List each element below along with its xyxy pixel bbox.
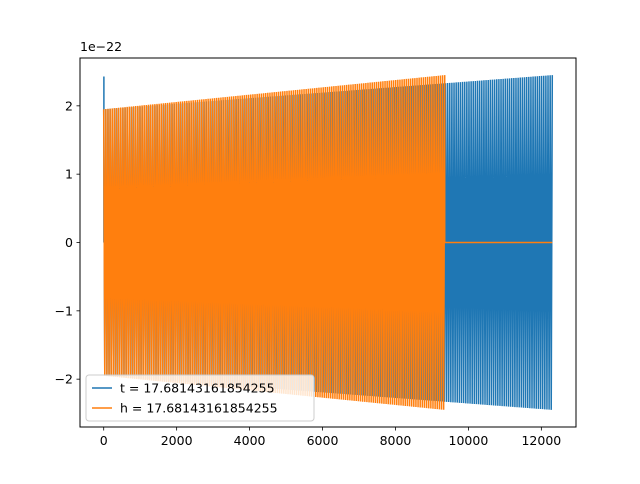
x-tick-label: 10000 (449, 433, 489, 448)
y-ticks: −2 −1 0 1 2 (55, 98, 80, 387)
legend: t = 17.68143161854255 h = 17.68143161854… (85, 374, 315, 422)
y-tick-label: −1 (55, 303, 73, 318)
legend-label-h: h = 17.68143161854255 (120, 401, 278, 416)
x-tick-label: 8000 (380, 433, 412, 448)
x-tick-label: 12000 (521, 433, 561, 448)
legend-label-t: t = 17.68143161854255 (120, 381, 275, 396)
y-tick-label: −2 (55, 372, 73, 387)
legend-box (85, 374, 315, 422)
y-tick-label: 0 (65, 235, 73, 250)
x-tick-label: 6000 (307, 433, 339, 448)
x-tick-label: 2000 (161, 433, 193, 448)
x-tick-label: 4000 (234, 433, 266, 448)
y-offset-text: 1e−22 (80, 39, 122, 54)
x-ticks: 0 2000 4000 6000 8000 10000 12000 (100, 427, 561, 448)
x-tick-label: 0 (100, 433, 108, 448)
y-tick-label: 2 (65, 98, 73, 113)
y-tick-label: 1 (65, 167, 73, 182)
